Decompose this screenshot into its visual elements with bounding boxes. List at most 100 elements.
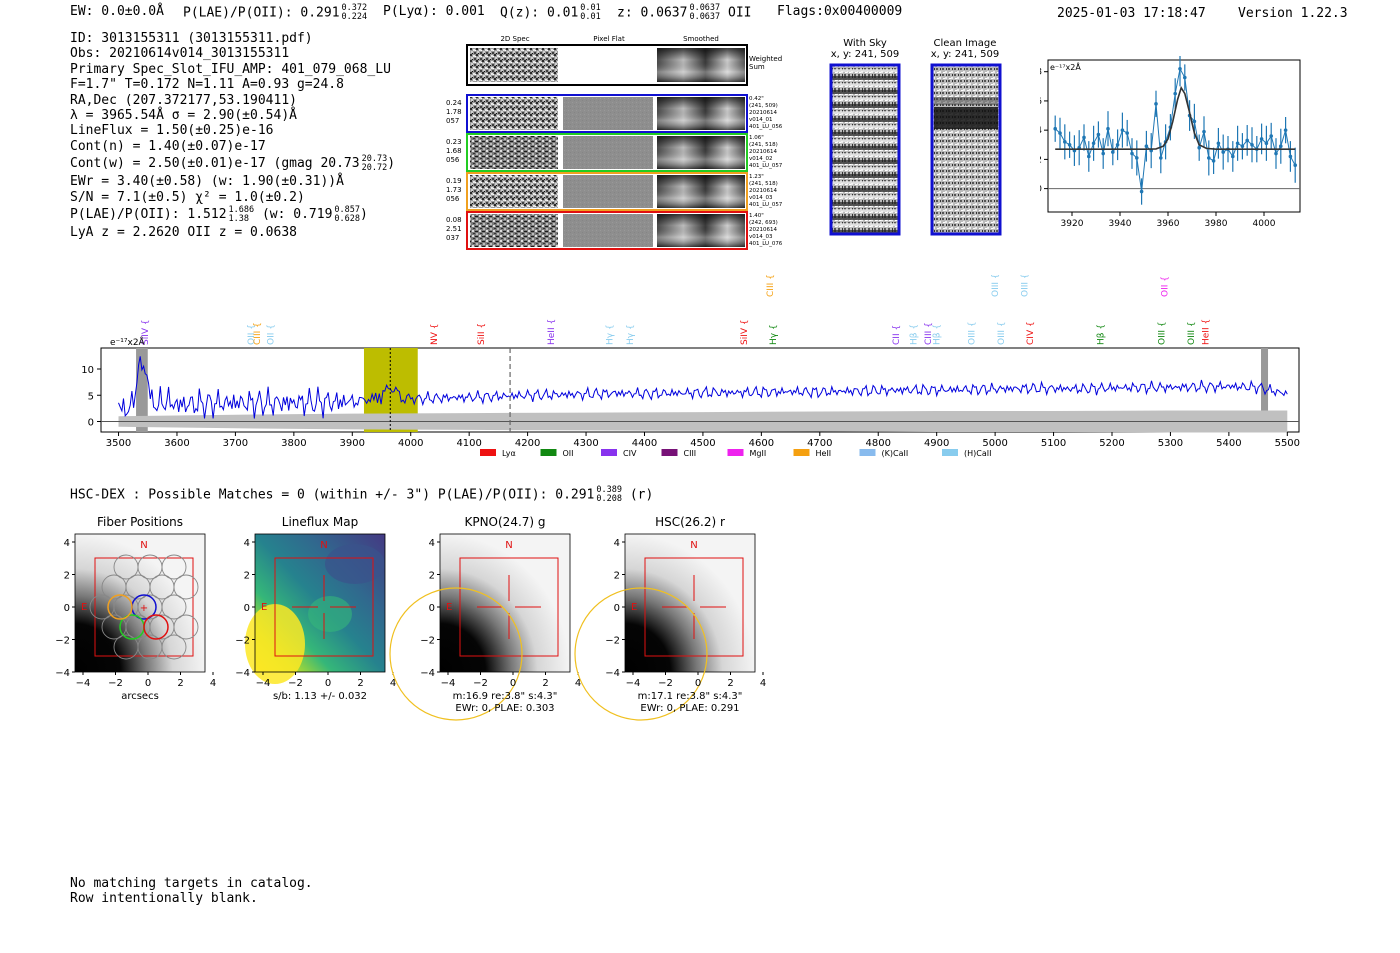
info-ewr: EWr = 3.40(±0.58) (w: 1.90(±0.31))Å xyxy=(70,174,344,190)
fit-data-point xyxy=(1082,135,1086,140)
imaging-ytick-label: −2 xyxy=(55,636,70,647)
cutout-stat: 057 xyxy=(446,117,459,125)
svg-text:OIII {: OIII { xyxy=(968,321,978,345)
header-plae-hi: 0.372 xyxy=(341,3,368,13)
spectrum-xtick-label: 4900 xyxy=(924,438,949,449)
spectrum-line-label: SiIV { xyxy=(141,319,151,345)
spectrum-ytick-label: 5 xyxy=(88,391,94,402)
fit-data-point xyxy=(1221,150,1225,154)
info-plae-lo: 1.38 xyxy=(228,213,250,224)
imaging-xtick-label: −4 xyxy=(76,678,91,689)
spectrum-line-label: OIII { xyxy=(968,321,978,345)
cutout-meta: 401_LU_057 xyxy=(749,202,783,208)
info-radec: RA,Dec (207.372177,53.190411) xyxy=(70,92,297,108)
spectrum-ytick-label: 10 xyxy=(81,365,94,376)
spectrum-xtick-label: 3800 xyxy=(281,438,306,449)
cutout-stat: 2.51 xyxy=(446,225,462,233)
fit-data-point xyxy=(1130,151,1134,156)
fit-data-point xyxy=(1283,128,1288,132)
fiber-circle xyxy=(173,614,199,640)
svg-text:OIII {: OIII { xyxy=(997,321,1007,345)
imaging-ytick-label: 4 xyxy=(614,538,620,549)
spectrum-line-label: CIII { xyxy=(766,275,776,297)
fit-data-point xyxy=(1173,91,1177,96)
spectrum-line-label: OIII { xyxy=(1020,275,1030,297)
imaging-xtick-label: 2 xyxy=(177,678,183,689)
footer: No matching targets in catalog. Row inte… xyxy=(70,876,313,906)
line-fit-frame xyxy=(1047,59,1301,213)
compass-east: E xyxy=(261,602,267,613)
spectrum-line-label: OII { xyxy=(1161,276,1171,297)
svg-text:CIV {: CIV { xyxy=(1026,321,1036,345)
fit-data-point xyxy=(1197,145,1201,150)
svg-text:OII {: OII { xyxy=(1161,276,1171,297)
fit-data-point xyxy=(1139,189,1144,194)
imaging-xtick-label: 2 xyxy=(727,678,733,689)
cutout-meta: 20210614 xyxy=(749,110,777,116)
cutout-stat: 0.19 xyxy=(446,177,462,185)
fit-data-point xyxy=(1216,141,1221,146)
cutout-col-header-2dspec: 2D Spec xyxy=(500,35,529,43)
hsc-dex-lo: 0.208 xyxy=(596,494,622,504)
legend-label: MgII xyxy=(750,449,767,458)
svg-text:+: + xyxy=(140,603,148,614)
clean-image-xy: x, y: 241, 509 xyxy=(930,49,1000,60)
legend-swatch xyxy=(540,449,557,456)
imaging-xtick-label: −2 xyxy=(108,678,123,689)
cutout-col-header-pixelflat: Pixel Flat xyxy=(593,35,625,43)
fit-data-point xyxy=(1154,102,1158,106)
info-plae-w: (w: 0.719 xyxy=(261,207,333,223)
compass-north: N xyxy=(320,540,327,551)
fit-data-point xyxy=(1091,141,1096,146)
header-plya: P(Lyα): 0.001 xyxy=(383,4,485,19)
header-plae-label: P(LAE)/P(OII): 0.291 xyxy=(183,5,340,21)
fit-data-point xyxy=(1144,144,1149,149)
legend-label: OII xyxy=(563,449,574,458)
hsc-dex-label: HSC-DEX : Possible Matches = 0 (within +… xyxy=(70,487,595,503)
info-params: F=1.7" T=0.172 N=1.11 A=0.93 g=24.8 xyxy=(70,77,344,93)
cutout-row-frame xyxy=(466,94,748,133)
imaging-xtick-label: 4 xyxy=(390,678,396,689)
fit-data-point xyxy=(1067,142,1072,147)
cutout-pixelflat xyxy=(563,97,653,130)
fit-data-point xyxy=(1250,142,1254,147)
cutout-stat: 037 xyxy=(446,234,459,242)
info-contw-text: Cont(w) = 2.50(±0.01)e-17 (gmag 20.73 xyxy=(70,156,360,172)
legend-label: Lyα xyxy=(502,449,516,458)
weighted-sum-label: Weighted Sum xyxy=(749,55,782,71)
imaging-ytick-label: 0 xyxy=(244,603,250,614)
legend-label: (K)CaII xyxy=(882,449,909,458)
fit-data-point xyxy=(1111,150,1115,154)
svg-text:NV {: NV { xyxy=(430,324,440,345)
hsc-dex-line: HSC-DEX : Possible Matches = 0 (within +… xyxy=(70,486,653,504)
fit-data-point xyxy=(1096,132,1101,137)
header-z: z: 0.0637 0.0637 0.0637 OII xyxy=(617,4,751,22)
imaging-ytick-label: −4 xyxy=(420,668,435,679)
header-z-line: OII xyxy=(728,5,752,21)
spectrum-line-label: Hβ { xyxy=(933,324,943,345)
spectrum-line-label: OIII { xyxy=(991,275,1001,297)
fit-xtick-label: 3920 xyxy=(1061,219,1084,229)
imaging-xtick-label: 4 xyxy=(575,678,581,689)
aperture-box xyxy=(274,557,374,657)
header-ew: EW: 0.0±0.0Å xyxy=(70,4,164,19)
spectrum-line-label: Hγ { xyxy=(626,324,636,345)
cutout-2dspec xyxy=(470,214,558,247)
fit-xtick-label: 4000 xyxy=(1253,219,1276,229)
imaging-panel-title: Fiber Positions xyxy=(97,515,183,529)
with-sky-xy: x, y: 241, 509 xyxy=(830,49,900,60)
fit-xtick-label: 3980 xyxy=(1205,219,1228,229)
cutout-pixelflat xyxy=(563,175,653,208)
cutout-meta: v014_01 xyxy=(749,117,773,123)
spectrum-line-label: HeII { xyxy=(547,319,557,345)
legend-label: HeII xyxy=(816,449,832,458)
galaxy-gradient xyxy=(75,534,205,672)
cutout-meta: 20210614 xyxy=(749,188,777,194)
imaging-xtick-label: −4 xyxy=(626,678,641,689)
cutout-meta: v014_03 xyxy=(749,195,773,201)
cutout-meta: 401_LU_056 xyxy=(749,124,783,130)
imaging-caption: s/b: 1.13 +/- 0.032 xyxy=(273,691,367,702)
imaging-xtick-label: 4 xyxy=(210,678,216,689)
imaging-panel-title: KPNO(24.7) g xyxy=(464,515,545,529)
info-plae-end: ) xyxy=(360,207,368,223)
